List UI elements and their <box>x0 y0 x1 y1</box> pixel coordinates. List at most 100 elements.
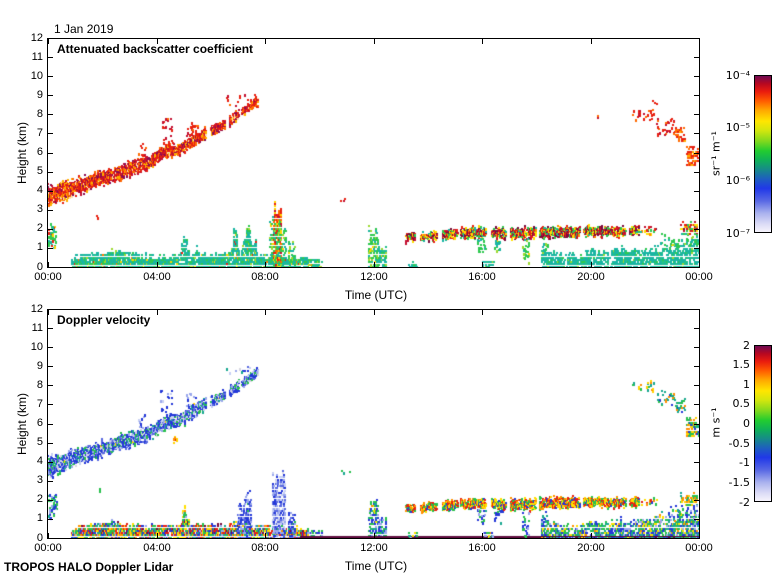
x-tick-label: 04:00 <box>143 271 171 283</box>
x-tick-mark <box>374 533 375 538</box>
y-tick-mark <box>48 538 53 539</box>
x-tick-mark <box>482 262 483 267</box>
y-tick-label: 2 <box>36 493 43 505</box>
y-tick-label: 8 <box>36 379 43 391</box>
y-tick-label: 4 <box>36 455 43 467</box>
x-tick-mark <box>48 39 49 44</box>
y-tick-mark <box>48 133 53 134</box>
y-tick-mark <box>694 385 699 386</box>
y-tick-label: 4 <box>36 184 43 196</box>
colorbar-tick-label: -0.5 <box>728 437 750 450</box>
x-tick-label: 16:00 <box>468 542 496 554</box>
x-tick-mark <box>591 533 592 538</box>
y-tick-label: 3 <box>36 474 43 486</box>
y-tick-mark <box>694 95 699 96</box>
y-tick-mark <box>48 519 53 520</box>
y-tick-mark <box>48 57 53 58</box>
colorbar-tick-label: 1.5 <box>732 358 751 371</box>
y-tick-mark <box>694 248 699 249</box>
y-tick-mark <box>694 76 699 77</box>
x-tick-mark <box>48 262 49 267</box>
y-tick-mark <box>48 229 53 230</box>
y-tick-mark <box>694 114 699 115</box>
y-tick-mark <box>48 114 53 115</box>
x-tick-label: 00:00 <box>34 542 62 554</box>
colorbar-tick-label: 1 <box>743 378 750 391</box>
y-tick-mark <box>48 38 53 39</box>
y-tick-label: 5 <box>36 165 43 177</box>
y-tick-label: 8 <box>36 108 43 120</box>
colorbar-tick-label: -1 <box>739 456 750 469</box>
y-tick-mark <box>694 443 699 444</box>
velocity-panel-title: Doppler velocity <box>57 313 151 327</box>
x-tick-label: 20:00 <box>577 271 605 283</box>
y-tick-mark <box>48 366 53 367</box>
y-tick-mark <box>48 424 53 425</box>
velocity-x-axis-label: Time (UTC) <box>344 559 408 573</box>
x-tick-mark <box>482 533 483 538</box>
y-tick-mark <box>694 519 699 520</box>
y-tick-mark <box>48 191 53 192</box>
y-tick-label: 3 <box>36 203 43 215</box>
y-tick-label: 12 <box>30 303 43 315</box>
x-tick-label: 08:00 <box>251 542 279 554</box>
y-tick-mark <box>694 462 699 463</box>
backscatter-colorbar-unit: sr⁻¹ m⁻¹ <box>709 131 723 176</box>
y-tick-mark <box>48 500 53 501</box>
x-tick-label: 20:00 <box>577 542 605 554</box>
y-tick-mark <box>48 462 53 463</box>
colorbar-tick-label: 10⁻⁴ <box>725 69 750 82</box>
backscatter-x-axis-label: Time (UTC) <box>344 288 408 302</box>
x-tick-mark <box>699 262 700 267</box>
y-tick-mark <box>48 267 53 268</box>
y-tick-label: 11 <box>31 51 43 63</box>
y-tick-mark <box>694 191 699 192</box>
x-tick-mark <box>48 533 49 538</box>
x-tick-mark <box>265 533 266 538</box>
y-tick-label: 10 <box>30 341 43 353</box>
colorbar-tick-label: -1.5 <box>728 476 750 489</box>
y-tick-label: 1 <box>36 512 43 524</box>
x-tick-mark <box>157 310 158 315</box>
x-tick-mark <box>482 39 483 44</box>
x-tick-mark <box>157 262 158 267</box>
instrument-credit: TROPOS HALO Doppler Lidar <box>4 560 174 574</box>
colorbar-tick-label: -2 <box>739 496 750 509</box>
x-tick-mark <box>699 310 700 315</box>
colorbar-tick-label: 10⁻⁶ <box>725 174 750 187</box>
y-tick-label: 0 <box>36 261 43 273</box>
backscatter-panel-axes: Attenuated backscatter coefficient <box>47 38 700 268</box>
y-tick-mark <box>48 328 53 329</box>
backscatter-colorbar <box>754 75 772 233</box>
y-tick-mark <box>694 481 699 482</box>
y-tick-label: 6 <box>36 417 43 429</box>
x-tick-label: 08:00 <box>251 271 279 283</box>
x-tick-mark <box>157 39 158 44</box>
y-tick-mark <box>48 153 53 154</box>
y-tick-mark <box>694 38 699 39</box>
y-tick-label: 11 <box>31 322 43 334</box>
x-tick-label: 00:00 <box>685 542 713 554</box>
x-tick-mark <box>482 310 483 315</box>
x-tick-label: 12:00 <box>360 271 388 283</box>
y-tick-mark <box>694 366 699 367</box>
x-tick-mark <box>591 310 592 315</box>
date-label: 1 Jan 2019 <box>54 22 114 36</box>
y-tick-label: 0 <box>36 532 43 544</box>
x-tick-mark <box>699 533 700 538</box>
y-tick-label: 12 <box>30 32 43 44</box>
y-tick-mark <box>48 172 53 173</box>
colorbar-tick-label: 10⁻⁵ <box>725 121 750 134</box>
velocity-colorbar <box>754 345 772 502</box>
velocity-heatmap-canvas <box>48 310 699 538</box>
y-tick-mark <box>48 404 53 405</box>
y-tick-mark <box>694 57 699 58</box>
y-tick-mark <box>694 229 699 230</box>
y-tick-label: 7 <box>36 398 43 410</box>
y-tick-label: 10 <box>30 70 43 82</box>
x-tick-mark <box>374 262 375 267</box>
x-tick-label: 00:00 <box>34 271 62 283</box>
y-tick-label: 7 <box>36 127 43 139</box>
x-tick-mark <box>265 39 266 44</box>
